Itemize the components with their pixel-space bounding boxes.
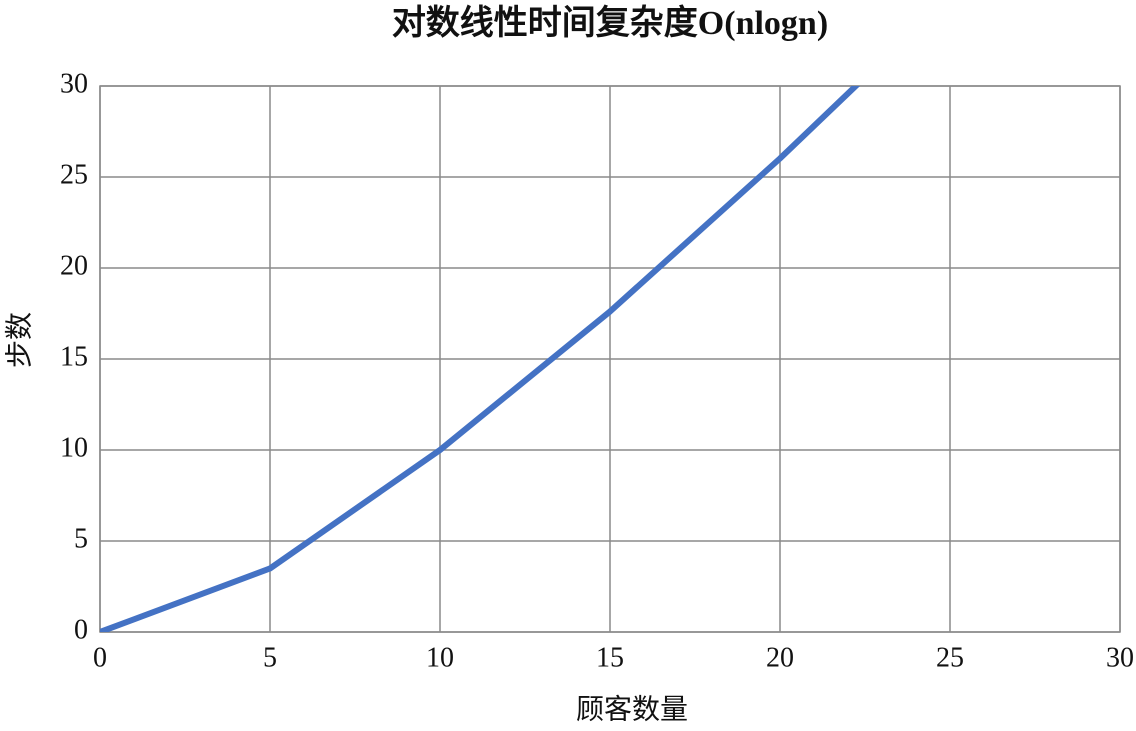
y-tick-label: 20: [60, 250, 88, 281]
x-tick-label: 25: [936, 642, 964, 673]
y-tick-label: 5: [74, 523, 88, 554]
x-tick-label: 30: [1106, 642, 1134, 673]
y-axis-title: 步数: [3, 312, 35, 368]
chart-title: 对数线性时间复杂度O(nlogn): [392, 4, 828, 42]
x-axis-title: 顾客数量: [576, 693, 688, 725]
y-tick-label: 15: [60, 341, 88, 372]
y-tick-label: 30: [60, 68, 88, 99]
x-tick-label: 0: [93, 642, 107, 673]
x-tick-label: 10: [426, 642, 454, 673]
y-tick-label: 10: [60, 432, 88, 463]
x-tick-label: 20: [766, 642, 794, 673]
y-tick-label: 25: [60, 159, 88, 190]
y-tick-label: 0: [74, 614, 88, 645]
x-tick-label: 15: [596, 642, 624, 673]
data-line: [100, 86, 861, 632]
x-tick-label: 5: [263, 642, 277, 673]
